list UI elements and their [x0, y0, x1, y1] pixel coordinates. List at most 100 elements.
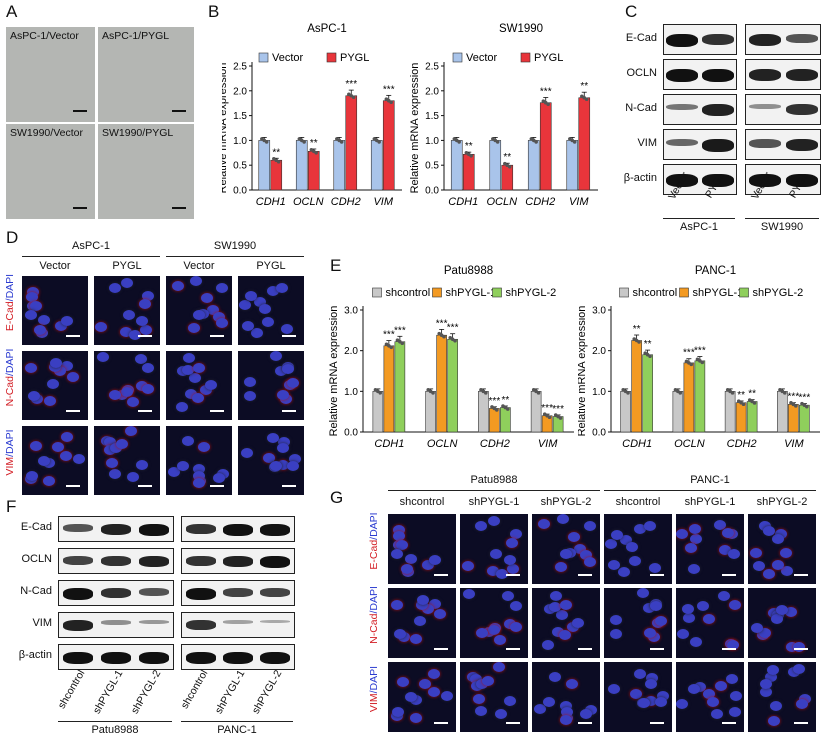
nucleus — [38, 314, 51, 325]
dapi-label: /DAPI — [368, 665, 380, 694]
if-image-tile — [748, 662, 816, 732]
nucleus — [556, 610, 569, 620]
nucleus — [713, 519, 726, 530]
nucleus — [97, 352, 110, 363]
protein-band — [260, 588, 291, 597]
micrograph-label: AsPC-1/PYGL — [102, 30, 170, 42]
nucleus — [136, 459, 149, 470]
nucleus — [216, 318, 229, 329]
y-tick-label: 2.0 — [425, 86, 439, 97]
nucleus — [286, 460, 299, 471]
blot-row-label: N-Cad — [20, 585, 52, 597]
significance-label: *** — [540, 86, 552, 97]
bar — [295, 140, 308, 191]
nucleus — [422, 560, 435, 571]
nucleus — [682, 603, 695, 614]
nucleus — [565, 678, 578, 689]
y-tick-label: 0.5 — [233, 161, 247, 172]
nucleus — [136, 316, 148, 327]
nucleus — [728, 599, 741, 610]
blot-strip — [663, 164, 737, 195]
bar — [578, 97, 591, 191]
group-line — [181, 721, 293, 722]
western-blot-c: E-Cad OCLN N-Cad VIM β-actin Vector PYGL Vector… — [615, 20, 824, 240]
nucleus — [620, 535, 633, 546]
scale-bar — [210, 410, 224, 412]
nucleus — [718, 591, 731, 602]
nucleus — [687, 684, 700, 695]
nucleus — [475, 705, 488, 716]
nucleus — [192, 362, 205, 373]
data-point — [453, 338, 457, 343]
nucleus — [486, 565, 499, 576]
blot-strip — [58, 644, 174, 670]
significance-label: *** — [345, 79, 357, 90]
bar — [735, 402, 747, 433]
nucleus — [251, 327, 264, 338]
blot-strip — [181, 612, 295, 638]
protein-band — [666, 173, 698, 188]
protein-band — [101, 524, 131, 535]
data-point — [400, 341, 405, 346]
panel-label-d: D — [6, 228, 19, 247]
nucleus — [43, 458, 56, 469]
nucleus — [618, 566, 630, 577]
panel-label-g: G — [330, 488, 344, 507]
nucleus — [504, 618, 517, 629]
nucleus — [494, 634, 507, 645]
data-point — [547, 415, 552, 420]
protein-band — [702, 103, 734, 117]
blot-strip — [745, 164, 821, 195]
scale-bar — [650, 574, 664, 576]
if-column-label: PYGL — [256, 260, 286, 272]
nucleus — [559, 630, 572, 641]
scale-bar — [66, 410, 80, 412]
if-column-label: Vector — [183, 260, 215, 272]
nucleus — [496, 569, 509, 580]
chart-title: AsPC-1 — [307, 23, 347, 35]
nucleus — [772, 560, 785, 571]
significance-label: *** — [447, 323, 459, 334]
bar — [631, 340, 642, 433]
nucleus — [267, 285, 280, 296]
nucleus — [605, 538, 618, 549]
stain-marker-label: E-Cad — [4, 301, 16, 332]
micrograph-aspc1-pygl: AsPC-1/PYGL — [98, 27, 194, 122]
bar — [270, 159, 283, 191]
blot-strip — [663, 59, 737, 90]
nucleus — [494, 709, 507, 720]
nucleus — [580, 550, 593, 561]
nucleus — [763, 569, 776, 580]
nucleus — [190, 276, 203, 287]
x-tick-label: VIM — [784, 438, 804, 450]
protein-band — [63, 652, 93, 664]
scale-bar — [578, 574, 592, 576]
nucleus — [390, 548, 403, 559]
nucleus — [610, 614, 623, 625]
nucleus — [654, 615, 667, 626]
bar — [683, 362, 695, 433]
y-tick-label: 1.0 — [233, 136, 247, 147]
protein-band — [785, 68, 818, 82]
significance-label: *** — [788, 392, 800, 403]
nucleus — [60, 450, 73, 461]
nucleus — [108, 469, 121, 480]
y-tick-label: 0.0 — [425, 186, 439, 197]
if-column-label: shPYGL-1 — [468, 496, 520, 508]
bar — [436, 334, 447, 433]
nucleus — [647, 631, 660, 642]
if-image-tile — [22, 276, 88, 345]
data-point — [730, 391, 735, 395]
blot-strip — [58, 548, 174, 574]
legend-swatch — [492, 287, 502, 298]
x-tick-label: OCLN — [293, 196, 324, 208]
if-image-tile — [388, 662, 456, 732]
data-point — [752, 401, 757, 405]
significance-label: *** — [694, 346, 706, 357]
nucleus — [767, 715, 780, 726]
chart-title: Patu8988 — [444, 265, 493, 277]
nucleus — [43, 396, 56, 407]
nucleus — [584, 557, 597, 568]
if-image-tile — [94, 276, 160, 345]
data-point — [339, 140, 344, 144]
